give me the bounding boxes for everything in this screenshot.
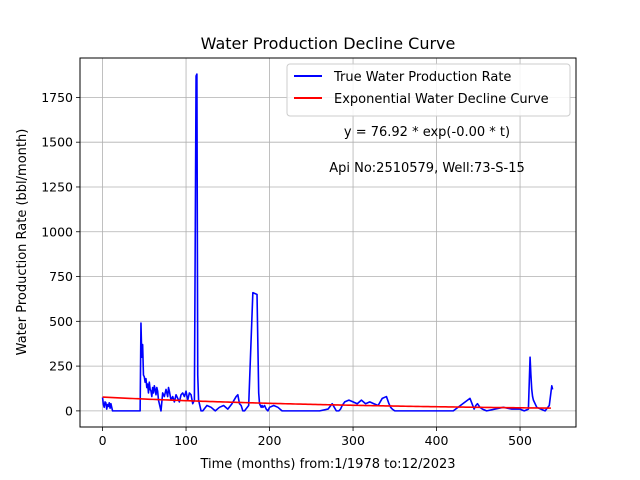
plot-frame [79,57,577,428]
series-layer [101,73,554,412]
y-axis-label: Water Production Rate (bbl/month) [15,129,30,356]
y-tick-label: 250 [49,359,73,374]
x-tick-label: 0 [99,433,107,448]
legend: True Water Production Rate Exponential W… [286,63,571,117]
y-tick-label: 1250 [41,179,73,194]
y-tick-label: 0 [65,403,73,418]
equation-annotation: y = 76.92 * exp(-0.00 * t) [344,125,510,140]
y-axis-ticks: 0 250 500 750 1000 1250 1500 1750 [41,90,80,418]
y-tick-label: 500 [49,314,73,329]
chart-title: Water Production Decline Curve [201,34,456,53]
exponential-decline-line [102,396,551,409]
y-tick-label: 750 [49,269,73,284]
x-axis-label: Time (months) from:1/1978 to:12/2023 [199,457,455,472]
y-tick-label: 1750 [41,90,73,105]
legend-box [286,63,571,117]
y-tick-label: 1000 [41,224,73,239]
legend-label-decline-curve: Exponential Water Decline Curve [334,92,549,107]
true-water-rate-line [101,73,554,412]
well-annotation: Api No:2510579, Well:73-S-15 [329,161,525,176]
y-tick-label: 1500 [41,135,73,150]
x-tick-label: 200 [258,433,282,448]
x-tick-label: 100 [174,433,198,448]
legend-label-true-rate: True Water Production Rate [333,70,511,85]
x-axis-ticks: 0 100 200 300 400 500 [99,427,532,448]
x-tick-label: 300 [341,433,365,448]
x-tick-label: 400 [425,433,449,448]
x-tick-label: 500 [508,433,532,448]
